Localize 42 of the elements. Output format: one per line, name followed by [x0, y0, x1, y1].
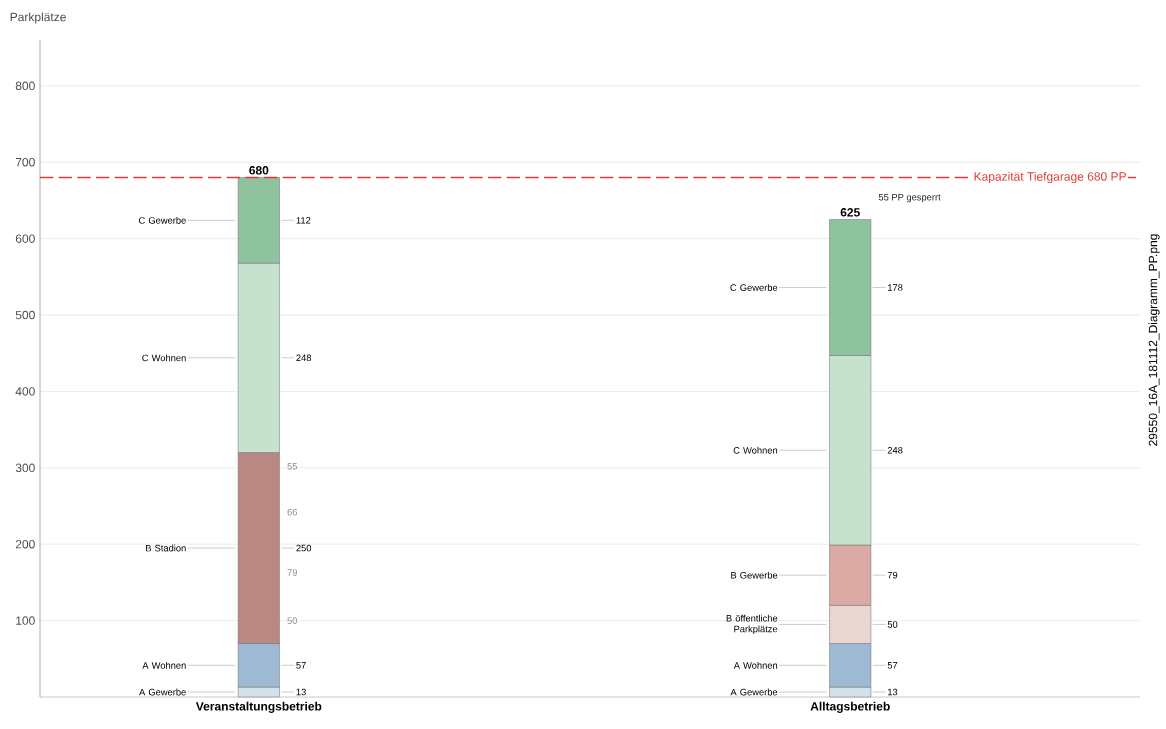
- text: A Wohnen: [142, 661, 186, 669]
- text: A Wohnen: [733, 661, 778, 669]
- text: C Gewerbe: [139, 216, 186, 224]
- ref-line-label: Kapazität Tiefgarage 680 PP: [974, 171, 1126, 184]
- y-tick-label: 600: [15, 234, 35, 243]
- annotation: 66: [287, 508, 297, 516]
- y-tick-label: 400: [15, 387, 35, 396]
- data-label: 50: [887, 621, 898, 628]
- data-label: 112: [296, 217, 311, 224]
- data-label: 250: [296, 544, 312, 552]
- data-label: 13: [296, 688, 306, 696]
- text: C Wohnen: [142, 354, 186, 362]
- annotation: 50: [287, 617, 298, 624]
- total-label: 680: [249, 166, 269, 175]
- text: A Gewerbe: [730, 688, 778, 696]
- annotation: 55 PP gesperrt: [878, 193, 941, 203]
- text: B öffentliche Parkplätze: [726, 614, 778, 635]
- text: B Stadion: [146, 544, 186, 552]
- text: C Gewerbe: [730, 284, 778, 291]
- y-axis-title: Parkplätze: [10, 12, 66, 24]
- y-tick-label: 500: [15, 310, 35, 320]
- x-tick-label: Alltagsbetrieb: [810, 701, 890, 713]
- y-tick-label: 100: [16, 616, 35, 625]
- data-label: 79: [887, 571, 898, 579]
- y-tick-label: 200: [15, 539, 35, 549]
- text: A Gewerbe: [139, 688, 186, 696]
- y-tick-label: 800: [15, 81, 35, 91]
- data-label: 178: [888, 284, 903, 291]
- data-label: 57: [296, 662, 306, 669]
- y-tick-label: 700: [15, 157, 35, 167]
- annotation: 55: [287, 463, 298, 470]
- text: 29550_16A_181112_Diagramm_PP.png: [1148, 234, 1160, 446]
- annotation: 79: [287, 569, 297, 576]
- text: C Wohnen: [733, 446, 778, 454]
- x-tick-label: Veranstaltungsbetrieb: [195, 701, 322, 713]
- data-label: 248: [887, 446, 903, 454]
- total-label: 625: [840, 208, 860, 217]
- data-label: 248: [296, 354, 312, 362]
- data-label: 57: [887, 662, 898, 669]
- data-label: 13: [888, 688, 898, 696]
- y-tick-label: 300: [15, 463, 35, 473]
- text: B Gewerbe: [731, 571, 778, 579]
